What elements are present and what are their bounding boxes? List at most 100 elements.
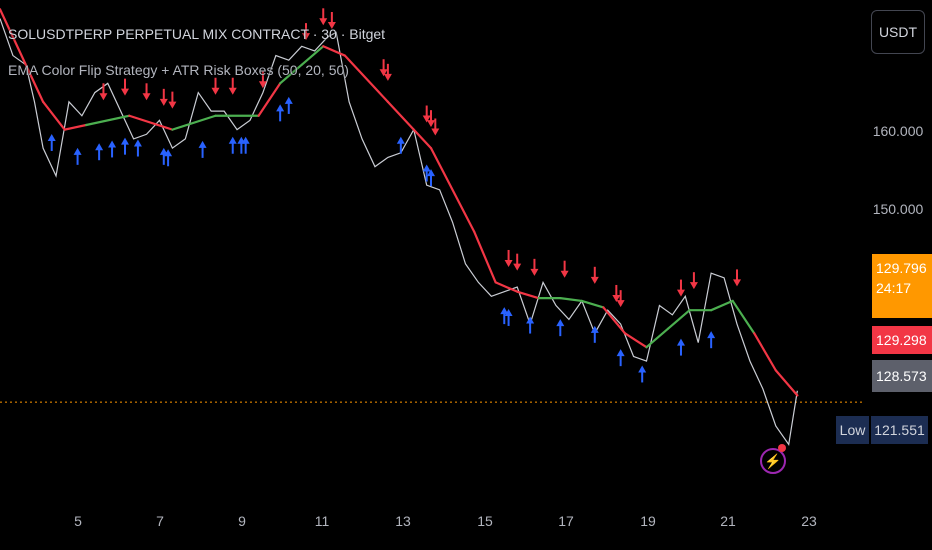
sell-arrow-head <box>319 18 328 26</box>
x-tick-13: 13 <box>395 513 411 529</box>
buy-arrow-head <box>707 331 716 339</box>
buy-arrow-head <box>73 147 82 155</box>
buy-arrow-head <box>95 143 104 151</box>
buy-arrow-head <box>504 308 513 316</box>
sell-arrow-head <box>504 259 513 267</box>
buy-arrow-head <box>500 307 509 315</box>
sell-arrow-head <box>159 98 168 106</box>
sell-arrow-head <box>676 289 685 297</box>
ema-segment <box>559 297 583 303</box>
ema-segment <box>710 299 734 312</box>
price-label-150: 150.000 <box>872 201 924 217</box>
sell-arrow-head <box>431 128 440 136</box>
currency-button[interactable]: USDT <box>871 10 925 54</box>
x-tick-7: 7 <box>156 513 164 529</box>
sell-arrow-head <box>211 87 220 95</box>
sell-arrow-head <box>258 81 267 89</box>
sell-arrow-head <box>228 87 237 95</box>
x-tick-11: 11 <box>314 513 330 529</box>
ema-segment <box>85 114 131 127</box>
ema-segment <box>343 54 389 103</box>
sell-arrow-head <box>142 93 151 101</box>
buy-arrow-head <box>108 140 117 148</box>
sell-arrow-head <box>733 279 742 287</box>
buy-arrow-head <box>133 139 142 147</box>
sell-arrow-head <box>560 270 569 278</box>
low-value: 121.551 <box>871 416 928 444</box>
ema-segment <box>171 114 217 131</box>
x-tick-23: 23 <box>801 513 817 529</box>
buy-arrow-head <box>590 325 599 333</box>
sell-arrow-head <box>379 69 388 77</box>
ema-segment <box>731 299 756 335</box>
x-tick-17: 17 <box>558 513 574 529</box>
buy-arrow-head <box>228 136 237 144</box>
buy-arrow-head <box>638 365 647 373</box>
buy-arrow-head <box>616 349 625 357</box>
ema-segment <box>0 8 45 103</box>
ema-segment <box>494 281 519 293</box>
ema-segment <box>257 82 282 117</box>
lightning-bolt-icon[interactable]: ⚡ <box>760 448 786 474</box>
ema-segment <box>429 147 476 233</box>
buy-arrow-head <box>284 96 293 104</box>
buy-arrow-head <box>676 338 685 346</box>
buy-arrow-head <box>164 149 173 157</box>
sell-arrow-head <box>383 73 392 81</box>
x-tick-9: 9 <box>238 513 246 529</box>
sell-arrow-head <box>689 282 698 290</box>
sell-arrow-head <box>168 101 177 109</box>
ema-price-tag: 129.298 <box>872 326 932 354</box>
marker-price-tag: 128.573 <box>872 360 932 392</box>
sell-arrow-head <box>302 33 311 41</box>
sell-arrow-head <box>616 300 625 308</box>
current-price-tag: 129.796 24:17 <box>872 254 932 318</box>
ema-segment <box>666 309 691 330</box>
ema-segment <box>279 63 303 85</box>
buy-arrow-head <box>276 104 285 112</box>
current-price-value: 129.796 <box>876 260 927 276</box>
ema-segment <box>645 327 670 349</box>
buy-arrow-head <box>47 133 56 141</box>
symbol-title[interactable]: SOLUSDTPERP PERPETUAL MIX CONTRACT · 30 … <box>8 26 386 42</box>
buy-arrow-head <box>198 140 207 148</box>
indicator-title[interactable]: EMA Color Flip Strategy + ATR Risk Boxes… <box>8 62 349 78</box>
x-tick-21: 21 <box>720 513 736 529</box>
ema-segment <box>774 369 799 397</box>
alert-dot-icon <box>778 444 786 452</box>
sell-arrow-head <box>513 263 522 271</box>
sell-arrow-head <box>530 268 539 276</box>
ema-segment <box>300 45 325 66</box>
ema-segment <box>580 299 605 309</box>
buy-arrow-head <box>159 147 168 155</box>
ema-segment <box>128 114 174 131</box>
buy-arrow-head <box>422 164 431 172</box>
sell-arrow-head <box>422 115 431 123</box>
buy-arrow-head <box>241 136 250 144</box>
ema-segment <box>322 45 346 57</box>
ema-segment <box>623 332 648 349</box>
buy-arrow-head <box>427 169 435 177</box>
sell-arrow-head <box>590 276 599 284</box>
ema-segment <box>516 290 540 300</box>
ema-segment <box>386 100 433 150</box>
x-tick-15: 15 <box>477 513 493 529</box>
ema-segment <box>602 306 627 335</box>
sell-arrow-head <box>99 93 108 101</box>
x-tick-19: 19 <box>640 513 656 529</box>
sell-arrow-head <box>612 294 621 302</box>
buy-arrow-head <box>396 136 405 144</box>
ema-segment <box>41 100 66 131</box>
price-series-line <box>0 18 798 447</box>
buy-arrow-head <box>120 137 129 145</box>
buy-arrow-head <box>526 316 535 324</box>
countdown-timer: 24:17 <box>876 280 912 296</box>
sell-arrow-head <box>327 22 336 29</box>
ema-segment <box>753 332 777 372</box>
sell-arrow-head <box>427 120 435 128</box>
x-tick-5: 5 <box>74 513 82 529</box>
buy-arrow-head <box>556 319 565 327</box>
ema-segment <box>473 230 497 284</box>
